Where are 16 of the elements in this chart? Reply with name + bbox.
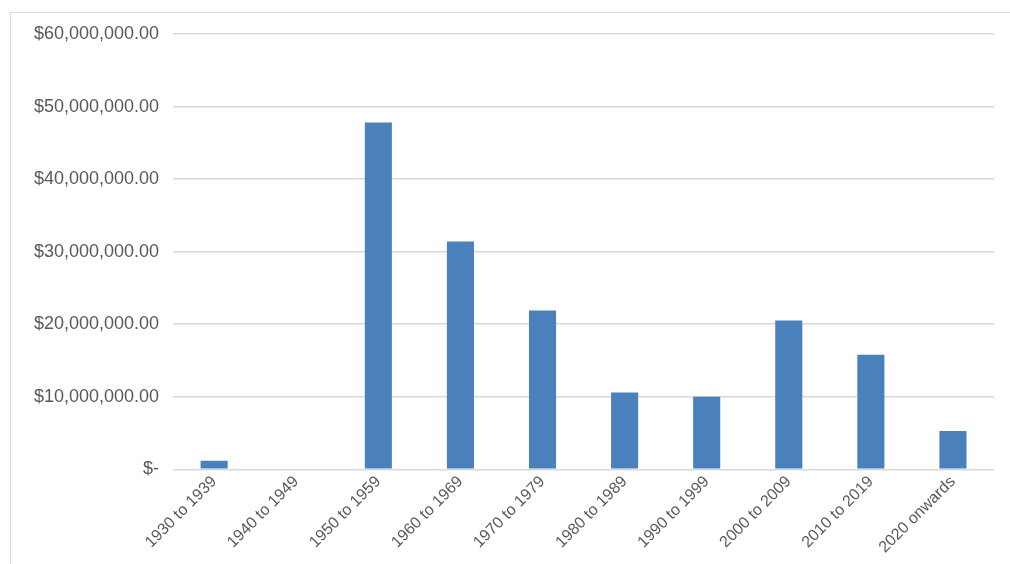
bar (693, 396, 721, 469)
bar (611, 392, 639, 469)
y-tick-label: $30,000,000.00 (34, 240, 160, 261)
y-tick-label: $40,000,000.00 (34, 168, 160, 189)
bar (364, 122, 392, 469)
y-tick-label: $60,000,000.00 (34, 22, 160, 43)
bar (200, 460, 228, 469)
bar (857, 354, 885, 469)
y-tick-label: $10,000,000.00 (34, 385, 160, 406)
bar (528, 310, 557, 469)
bar (939, 430, 967, 469)
y-tick-label: $50,000,000.00 (34, 95, 160, 116)
y-tick-label: $20,000,000.00 (34, 313, 160, 334)
bar (446, 241, 474, 469)
bar (775, 320, 803, 469)
y-tick-label: $- (143, 458, 160, 479)
